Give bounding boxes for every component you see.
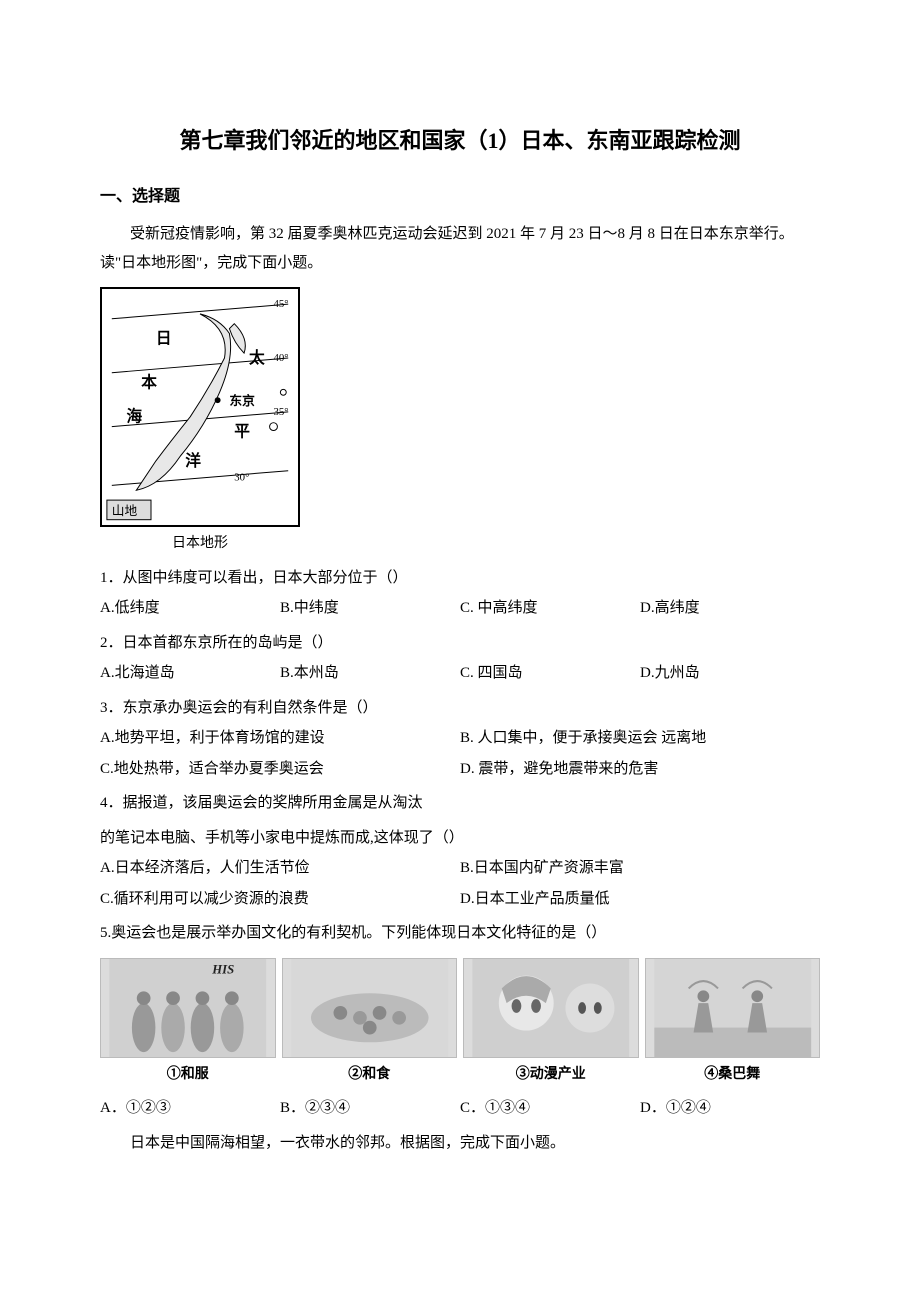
q5-opt-d: D．①②④: [640, 1094, 820, 1123]
q5-img1-label: ①和服: [100, 1062, 276, 1089]
samba-image: [645, 958, 821, 1058]
img-tag: HIS: [211, 962, 234, 976]
q4-opt-c: C.循环利用可以减少资源的浪费: [100, 885, 460, 914]
q5-img3-cell: ③动漫产业: [463, 958, 639, 1089]
page-title: 第七章我们邻近的地区和国家（1）日本、东南亚跟踪检测: [100, 120, 820, 162]
q4-options-2: C.循环利用可以减少资源的浪费 D.日本工业产品质量低: [100, 885, 820, 914]
label-ben: 本: [141, 373, 157, 392]
q5-img2-cell: ②和食: [282, 958, 458, 1089]
washoku-image: [282, 958, 458, 1058]
q3-opt-d: D. 震带，避免地震带来的危害: [460, 755, 820, 784]
japan-map: 45° 40° 35° 30° 日 本 海 太 平 洋 东京 山地: [100, 287, 300, 527]
label-yang: 洋: [185, 451, 201, 470]
q3-opt-a: A.地势平坦，利于体育场馆的建设: [100, 724, 460, 753]
q2-opt-a: A.北海道岛: [100, 659, 280, 688]
q1-opt-b: B.中纬度: [280, 594, 460, 623]
label-ri: 日: [156, 329, 172, 347]
label-tokyo: 东京: [229, 393, 255, 408]
lat-30: 30°: [234, 472, 249, 484]
q5-opt-b: B．②③④: [280, 1094, 460, 1123]
q5-img1-cell: HIS ①和服: [100, 958, 276, 1089]
q1-opt-c: C. 中高纬度: [460, 594, 640, 623]
q5-img4-label: ④桑巴舞: [645, 1062, 821, 1089]
kimono-image: HIS: [100, 958, 276, 1058]
q5-opt-a: A．①②③: [100, 1094, 280, 1123]
q5-opt-c: C．①③④: [460, 1094, 640, 1123]
q5-options: A．①②③ B．②③④ C．①③④ D．①②④: [100, 1094, 820, 1123]
label-hai: 海: [127, 407, 143, 426]
lat-40: 40°: [274, 352, 289, 364]
legend-shandi: 山地: [112, 504, 138, 518]
q4-opt-b: B.日本国内矿产资源丰富: [460, 854, 820, 883]
q3-opt-c: C.地处热带，适合举办夏季奥运会: [100, 755, 460, 784]
q3-stem: 3．东京承办奥运会的有利自然条件是（）: [100, 694, 820, 723]
japan-map-svg: 45° 40° 35° 30° 日 本 海 太 平 洋 东京 山地: [102, 289, 298, 525]
section-heading: 一、选择题: [100, 182, 820, 212]
q5-img3-label: ③动漫产业: [463, 1062, 639, 1089]
q4-opt-a: A.日本经济落后，人们生活节俭: [100, 854, 460, 883]
q1-options: A.低纬度 B.中纬度 C. 中高纬度 D.高纬度: [100, 594, 820, 623]
q1-opt-a: A.低纬度: [100, 594, 280, 623]
q4-stem-2: 的笔记本电脑、手机等小家电中提炼而成,这体现了（）: [100, 824, 820, 853]
q3-opt-b: B. 人口集中，便于承接奥运会 远离地: [460, 724, 820, 753]
q5-stem: 5.奥运会也是展示举办国文化的有利契机。下列能体现日本文化特征的是（）: [100, 919, 820, 948]
lat-45: 45°: [274, 298, 289, 310]
passage-2: 日本是中国隔海相望，一衣带水的邻邦。根据图，完成下面小题。: [100, 1129, 820, 1158]
q1-stem: 1．从图中纬度可以看出，日本大部分位于（）: [100, 564, 820, 593]
map-caption: 日本地形: [100, 531, 300, 558]
q3-options-1: A.地势平坦，利于体育场馆的建设 B. 人口集中，便于承接奥运会 远离地: [100, 724, 820, 753]
q2-stem: 2．日本首都东京所在的岛屿是（）: [100, 629, 820, 658]
map-figure: 45° 40° 35° 30° 日 本 海 太 平 洋 东京 山地 日本地形: [100, 287, 820, 558]
q2-opt-d: D.九州岛: [640, 659, 820, 688]
q2-options: A.北海道岛 B.本州岛 C. 四国岛 D.九州岛: [100, 659, 820, 688]
label-tai: 太: [249, 348, 265, 367]
lat-35: 35°: [274, 406, 289, 418]
q2-opt-c: C. 四国岛: [460, 659, 640, 688]
anime-image: [463, 958, 639, 1058]
q1-opt-d: D.高纬度: [640, 594, 820, 623]
q2-opt-b: B.本州岛: [280, 659, 460, 688]
q5-img2-label: ②和食: [282, 1062, 458, 1089]
q3-options-2: C.地处热带，适合举办夏季奥运会 D. 震带，避免地震带来的危害: [100, 755, 820, 784]
passage-intro: 受新冠疫情影响，第 32 届夏季奥林匹克运动会延迟到 2021 年 7 月 23…: [100, 220, 820, 277]
q5-image-row: HIS ①和服 ②和食: [100, 958, 820, 1089]
q4-stem-1: 4．据报道，该届奥运会的奖牌所用金属是从淘汰: [100, 789, 820, 818]
q4-options-1: A.日本经济落后，人们生活节俭 B.日本国内矿产资源丰富: [100, 854, 820, 883]
q4-opt-d: D.日本工业产品质量低: [460, 885, 820, 914]
q5-img4-cell: ④桑巴舞: [645, 958, 821, 1089]
label-ping: 平: [234, 423, 250, 441]
